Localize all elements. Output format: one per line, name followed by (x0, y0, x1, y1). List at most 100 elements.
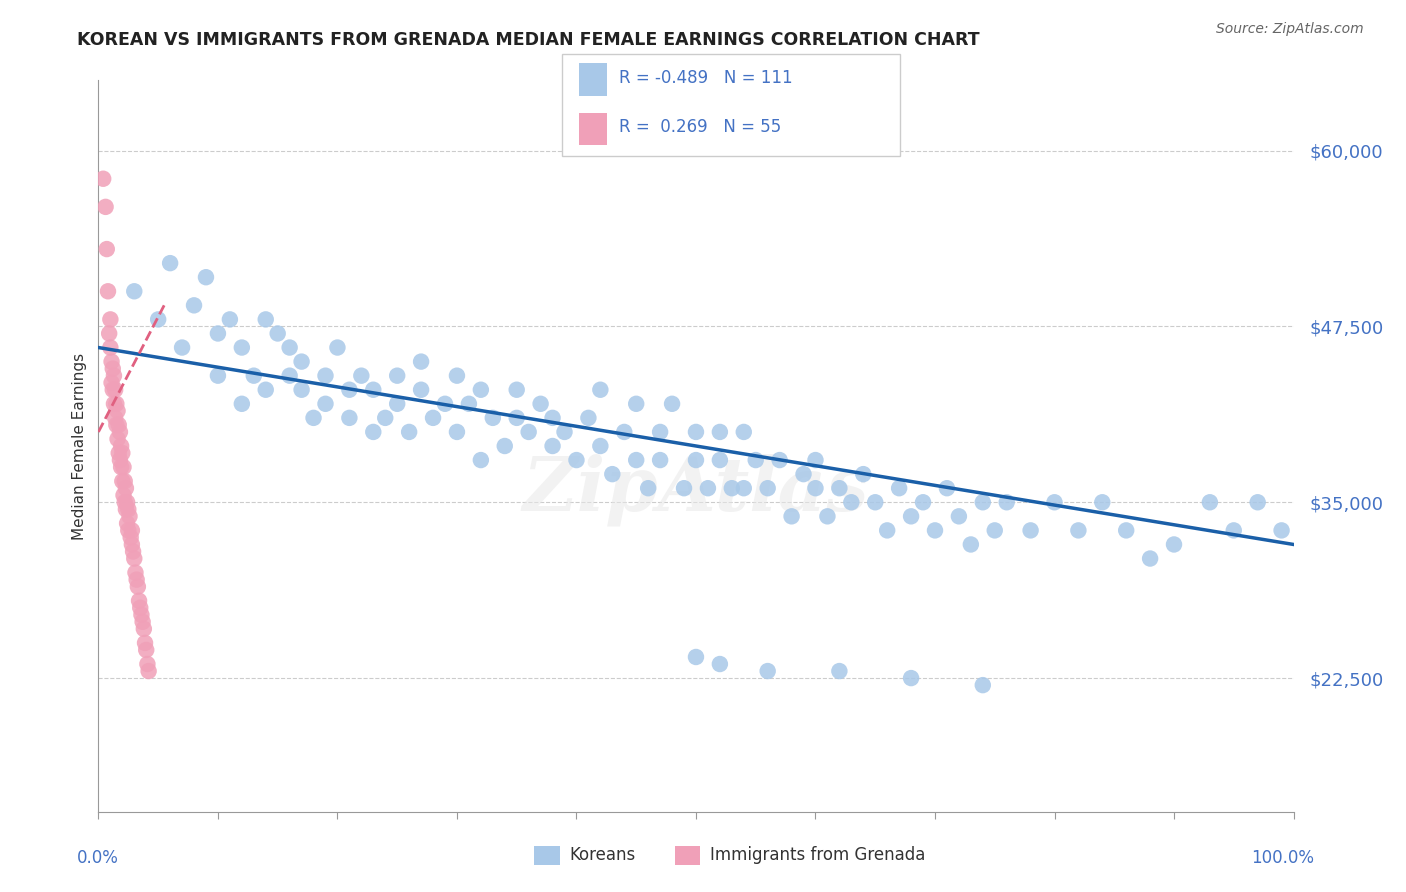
Point (554, 425, 576, 439)
Point (136, 657, 159, 671)
Point (98, 341, 122, 355)
Point (114, 474, 136, 488)
Point (804, 453, 827, 467)
Point (207, 368, 229, 383)
Point (936, 481, 959, 495)
Point (315, 397, 337, 411)
Point (129, 600, 152, 615)
Point (768, 453, 790, 467)
Point (828, 664, 851, 678)
Point (117, 524, 139, 538)
Point (841, 495, 863, 509)
Point (1163, 537, 1185, 551)
Point (721, 481, 744, 495)
Point (876, 524, 898, 538)
Point (1019, 524, 1042, 538)
Point (231, 341, 253, 355)
Point (589, 383, 612, 397)
Point (101, 361, 124, 376)
Point (110, 439, 132, 453)
Point (960, 537, 983, 551)
Point (458, 397, 481, 411)
Point (94, 200, 117, 214)
Point (685, 453, 707, 467)
Point (131, 615, 153, 629)
Point (661, 397, 683, 411)
Point (100, 376, 122, 390)
Point (804, 481, 827, 495)
Point (339, 383, 361, 397)
Point (115, 495, 138, 509)
Point (481, 410, 505, 425)
Point (385, 397, 409, 411)
Point (207, 326, 229, 341)
Point (900, 509, 922, 524)
Point (350, 368, 373, 383)
Point (626, 397, 648, 411)
Point (1043, 495, 1066, 509)
Text: Immigrants from Grenada: Immigrants from Grenada (710, 847, 925, 864)
Point (1139, 551, 1161, 566)
Point (385, 368, 409, 383)
Point (115, 516, 138, 531)
Point (125, 573, 148, 587)
Point (98, 312, 122, 326)
Point (127, 580, 149, 594)
Point (733, 481, 755, 495)
Point (132, 622, 155, 636)
Point (900, 671, 922, 685)
Point (733, 425, 755, 439)
Point (124, 566, 146, 580)
Point (530, 397, 553, 411)
Point (541, 439, 564, 453)
Point (972, 678, 994, 692)
Point (128, 593, 150, 607)
Point (195, 270, 218, 285)
Text: 0.0%: 0.0% (77, 849, 120, 867)
Point (117, 502, 139, 516)
Point (1067, 524, 1090, 538)
Y-axis label: Median Female Earnings: Median Female Earnings (72, 352, 87, 540)
Point (110, 460, 132, 475)
Point (159, 256, 181, 270)
Point (108, 425, 131, 439)
Point (278, 341, 301, 355)
Point (172, 341, 194, 355)
Point (121, 537, 143, 551)
Point (709, 657, 731, 671)
Point (422, 410, 444, 425)
Point (756, 664, 779, 678)
Point (103, 397, 125, 411)
Point (972, 495, 994, 509)
Point (434, 397, 457, 411)
Point (793, 467, 815, 482)
Point (602, 467, 624, 482)
Point (315, 368, 337, 383)
Point (995, 495, 1018, 509)
Point (984, 524, 1007, 538)
Point (697, 481, 720, 495)
Point (685, 425, 707, 439)
Point (1115, 524, 1137, 538)
Point (97, 285, 120, 299)
Text: Source: ZipAtlas.com: Source: ZipAtlas.com (1216, 22, 1364, 37)
Text: ZipAtlas: ZipAtlas (523, 454, 869, 526)
Point (107, 432, 129, 446)
Point (291, 383, 314, 397)
Point (115, 481, 138, 495)
Point (339, 410, 361, 425)
Point (865, 495, 887, 509)
Point (243, 368, 266, 383)
Point (745, 453, 768, 467)
Point (709, 425, 731, 439)
Point (108, 453, 131, 467)
Point (852, 467, 875, 482)
Point (134, 636, 156, 650)
Point (105, 397, 128, 411)
Point (1223, 524, 1246, 538)
Point (219, 312, 242, 326)
Point (101, 383, 124, 397)
Point (91, 171, 114, 186)
Point (98, 326, 121, 341)
Point (112, 488, 135, 502)
